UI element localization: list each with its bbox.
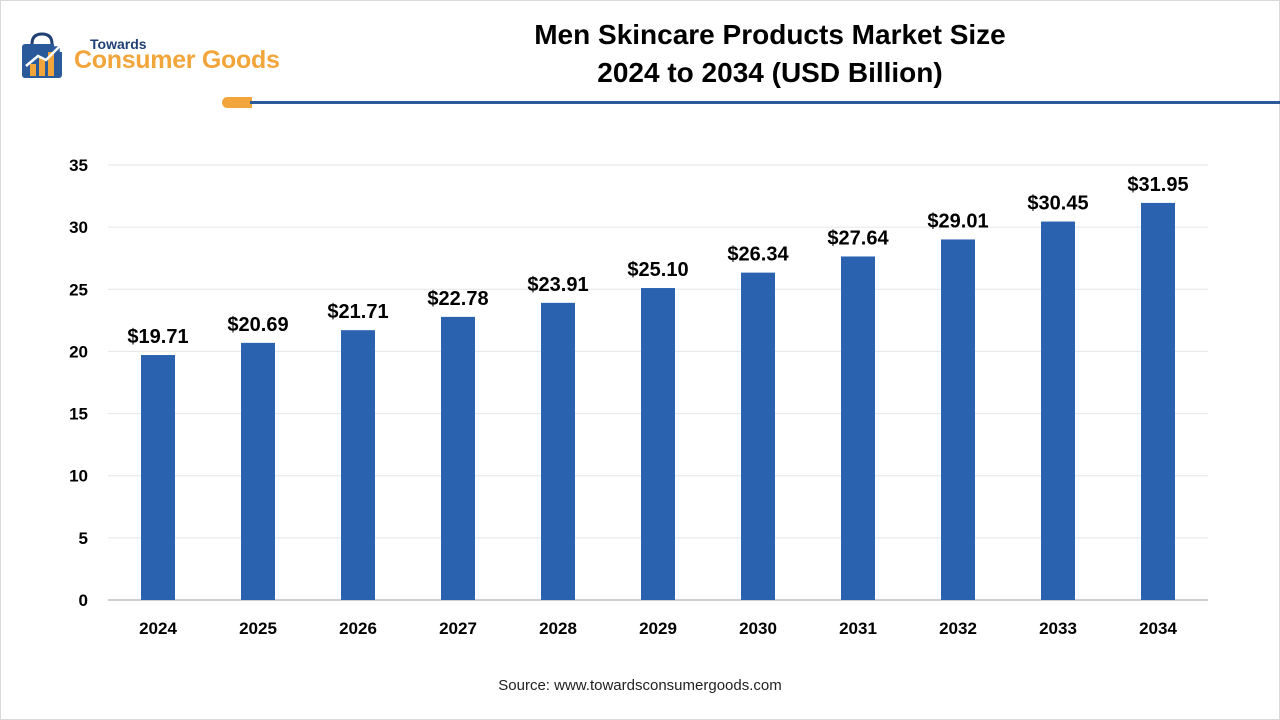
divider-accent bbox=[222, 97, 252, 108]
bar bbox=[741, 272, 775, 600]
x-tick-label: 2027 bbox=[439, 619, 477, 638]
data-label: $25.10 bbox=[627, 259, 688, 281]
data-label: $26.34 bbox=[727, 244, 789, 266]
logo: Towards Consumer Goods bbox=[18, 26, 308, 86]
x-tick-label: 2031 bbox=[839, 619, 877, 638]
y-tick-label: 25 bbox=[69, 280, 88, 299]
header-divider bbox=[250, 101, 1280, 104]
y-tick-label: 15 bbox=[69, 405, 88, 424]
y-tick-label: 5 bbox=[79, 529, 88, 548]
x-tick-label: 2033 bbox=[1039, 619, 1077, 638]
data-label: $19.71 bbox=[127, 326, 188, 348]
bar bbox=[241, 342, 275, 600]
x-tick-label: 2024 bbox=[139, 619, 177, 638]
chart-title-line-2: 2024 to 2034 (USD Billion) bbox=[597, 57, 943, 88]
y-tick-label: 30 bbox=[69, 218, 88, 237]
bar bbox=[841, 256, 875, 600]
logo-text-main: Consumer Goods bbox=[74, 46, 280, 74]
chart-title-line-1: Men Skincare Products Market Size bbox=[534, 19, 1006, 50]
data-label: $22.78 bbox=[427, 288, 488, 310]
data-label: $20.69 bbox=[227, 314, 288, 336]
x-tick-label: 2030 bbox=[739, 619, 777, 638]
x-tick-label: 2026 bbox=[339, 619, 377, 638]
x-tick-label: 2032 bbox=[939, 619, 977, 638]
bar bbox=[941, 239, 975, 600]
data-label: $31.95 bbox=[1127, 174, 1188, 196]
shopping-bag-chart-icon bbox=[18, 30, 70, 87]
source-note: Source: www.towardsconsumergoods.com bbox=[498, 677, 782, 694]
y-tick-label: 35 bbox=[69, 156, 88, 175]
x-tick-label: 2034 bbox=[1139, 619, 1177, 638]
bar bbox=[1041, 221, 1075, 601]
bar bbox=[441, 316, 475, 600]
logo-text-top: Towards bbox=[90, 36, 147, 52]
chart-title: Men Skincare Products Market Size 2024 t… bbox=[420, 16, 1120, 92]
x-tick-label: 2028 bbox=[539, 619, 577, 638]
data-label: $29.01 bbox=[927, 210, 988, 232]
data-label: $30.45 bbox=[1027, 193, 1088, 215]
y-tick-label: 0 bbox=[79, 591, 88, 610]
x-tick-label: 2029 bbox=[639, 619, 677, 638]
bar bbox=[341, 330, 375, 600]
bar bbox=[641, 288, 675, 600]
x-tick-label: 2025 bbox=[239, 619, 277, 638]
bar bbox=[541, 302, 575, 600]
bar bbox=[1141, 202, 1175, 600]
bar bbox=[141, 355, 175, 600]
y-tick-label: 20 bbox=[69, 342, 88, 361]
data-label: $27.64 bbox=[827, 227, 889, 249]
data-label: $21.71 bbox=[327, 301, 388, 323]
y-tick-label: 10 bbox=[69, 467, 88, 486]
data-label: $23.91 bbox=[527, 274, 588, 296]
